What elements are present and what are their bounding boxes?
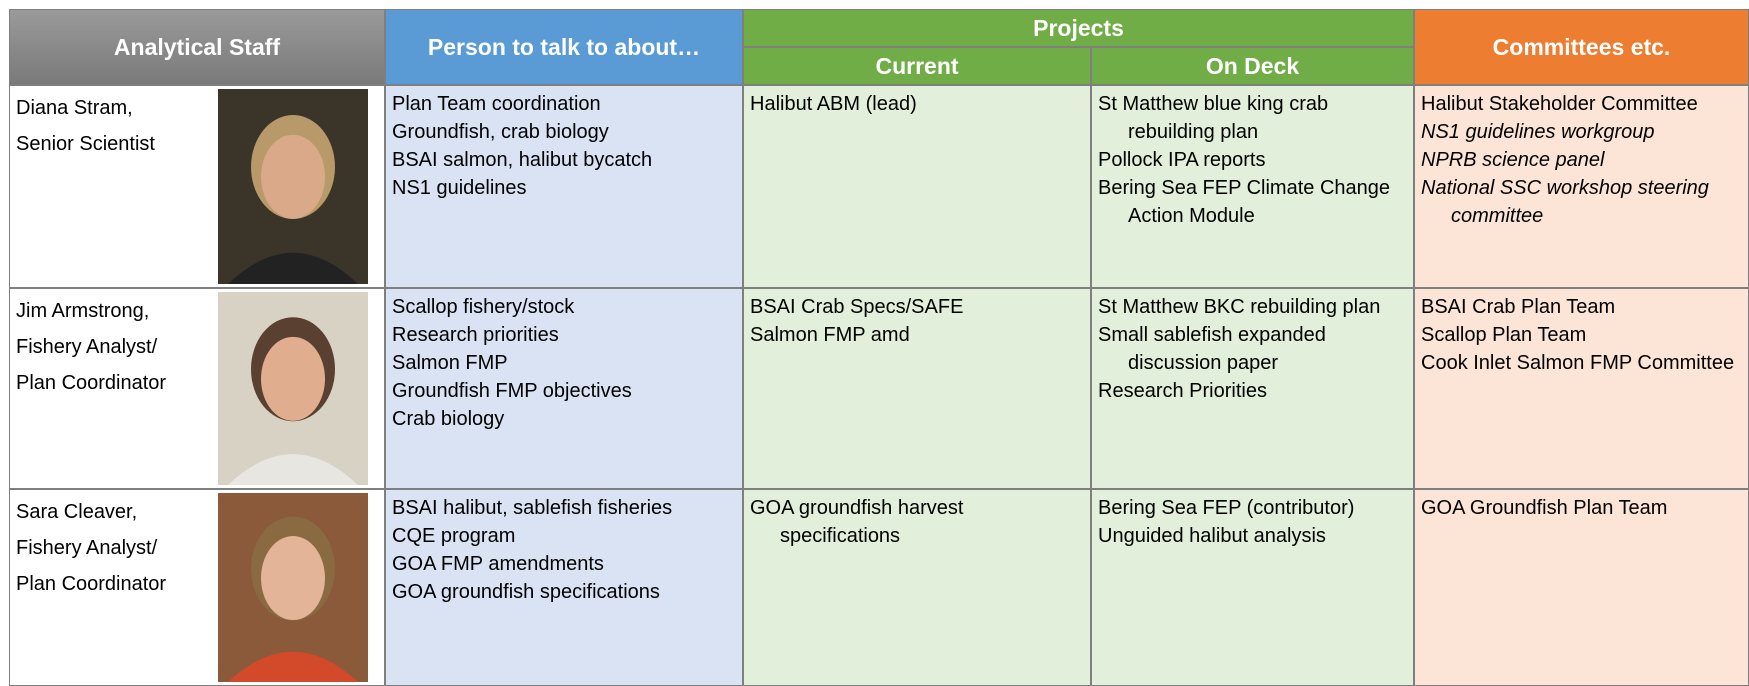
staff-line: Fishery Analyst/: [16, 336, 158, 358]
list-item: Groundfish FMP objectives: [392, 380, 632, 402]
list-item: Research priorities: [392, 324, 559, 346]
header-cell: Current: [743, 47, 1091, 85]
staff-line: Plan Coordinator: [16, 573, 167, 595]
committee-item: Halibut Stakeholder Committee: [1421, 93, 1698, 115]
list-item: Small sablefish expanded discussion pape…: [1098, 324, 1326, 374]
list-item: GOA groundfish specifications: [392, 581, 660, 603]
committee-item: NPRB science panel: [1421, 149, 1605, 171]
list-item: St Matthew BKC rebuilding plan: [1098, 296, 1381, 318]
list-item: Research Priorities: [1098, 380, 1267, 402]
list-item: Bering Sea FEP (contributor): [1098, 497, 1355, 519]
committee-item: GOA Groundfish Plan Team: [1421, 497, 1668, 519]
list-item: CQE program: [392, 525, 516, 547]
list-item: Scallop fishery/stock: [392, 296, 575, 318]
list-item: Salmon FMP: [392, 352, 508, 374]
on_deck-cell: St Matthew blue king crab rebuilding pla…: [1091, 85, 1414, 288]
staff-photo: [218, 89, 368, 284]
on_deck-cell: Bering Sea FEP (contributor) Unguided hal…: [1091, 489, 1414, 686]
staff-line: Senior Scientist: [16, 133, 155, 155]
current-cell: GOA groundfish harvest specifications: [743, 489, 1091, 686]
talk-cell: Scallop fishery/stock Research priorities…: [385, 288, 743, 489]
talk-cell: BSAI halibut, sablefish fisheries CQE pro…: [385, 489, 743, 686]
list-item: BSAI salmon, halibut bycatch: [392, 149, 653, 171]
committee-item: NS1 guidelines workgroup: [1421, 121, 1655, 143]
list-item: Pollock IPA reports: [1098, 149, 1266, 171]
staff-line: Jim Armstrong,: [16, 300, 150, 322]
list-item: Unguided halibut analysis: [1098, 525, 1326, 547]
current-cell: BSAI Crab Specs/SAFE Salmon FMP amd: [743, 288, 1091, 489]
staff-line: Sara Cleaver,: [16, 501, 138, 523]
list-item: Plan Team coordination: [392, 93, 601, 115]
on_deck-cell: St Matthew BKC rebuilding plan Small sabl…: [1091, 288, 1414, 489]
staff-line: Plan Coordinator: [16, 372, 167, 394]
committees-cell: BSAI Crab Plan Team Scallop Plan Team Cook…: [1414, 288, 1749, 489]
committees-cell: Halibut Stakeholder Committee NS1 guideli…: [1414, 85, 1749, 288]
list-item: NS1 guidelines: [392, 177, 527, 199]
staff-photo: [218, 493, 368, 682]
current-cell: Halibut ABM (lead): [743, 85, 1091, 288]
committee-item: BSAI Crab Plan Team: [1421, 296, 1616, 318]
header-cell: On Deck: [1091, 47, 1414, 85]
list-item: St Matthew blue king crab rebuilding pla…: [1098, 93, 1329, 143]
staff-photo: [218, 292, 368, 485]
list-item: Crab biology: [392, 408, 505, 430]
committees-cell: GOA Groundfish Plan Team: [1414, 489, 1749, 686]
list-item: BSAI halibut, sablefish fisheries: [392, 497, 673, 519]
committee-item: Scallop Plan Team: [1421, 324, 1587, 346]
header-cell: Analytical Staff: [9, 9, 385, 85]
committee-item: Cook Inlet Salmon FMP Committee: [1421, 352, 1735, 374]
header-cell: Person to talk to about…: [385, 9, 743, 85]
list-item: Groundfish, crab biology: [392, 121, 609, 143]
talk-cell: Plan Team coordination Groundfish, crab b…: [385, 85, 743, 288]
list-item: GOA groundfish harvest specifications: [750, 497, 964, 547]
staff-line: Diana Stram,: [16, 97, 133, 119]
list-item: BSAI Crab Specs/SAFE: [750, 296, 964, 318]
staff-line: Fishery Analyst/: [16, 537, 158, 559]
header-cell: Committees etc.: [1414, 9, 1749, 85]
list-item: Halibut ABM (lead): [750, 93, 917, 115]
committee-item: National SSC workshop steering committee: [1421, 177, 1709, 227]
list-item: GOA FMP amendments: [392, 553, 604, 575]
list-item: Salmon FMP amd: [750, 324, 910, 346]
header-cell: Projects: [743, 9, 1414, 47]
list-item: Bering Sea FEP Climate Change Action Mod…: [1098, 177, 1391, 227]
